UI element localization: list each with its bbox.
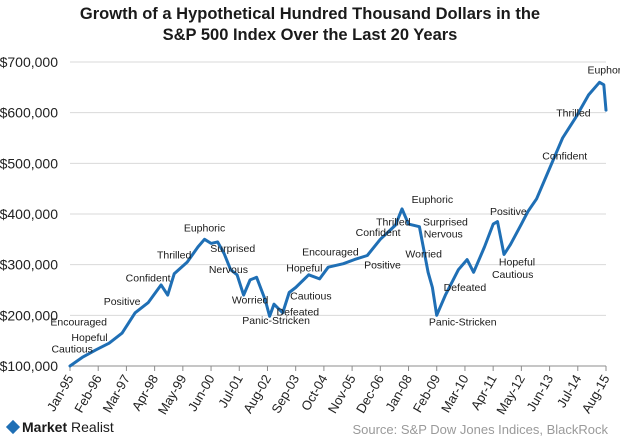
sentiment-label: Nervous xyxy=(209,264,248,276)
sentiment-annotations: CautiousHopefulEncouragedPositiveConfide… xyxy=(50,65,620,356)
y-tick-label: $600,000 xyxy=(0,105,58,121)
sentiment-label: Confident xyxy=(126,272,171,284)
y-axis-tick-labels: $100,000 $200,000 $300,000 $400,000 $500,000… xyxy=(0,54,58,374)
sentiment-label: Confident xyxy=(542,150,587,162)
sentiment-label: Cautious xyxy=(51,343,92,355)
x-axis xyxy=(69,365,607,371)
market-realist-logo: Market Realist xyxy=(5,419,114,435)
chart-title-line2: S&P 500 Index Over the Last 20 Years xyxy=(162,26,458,44)
x-tick-label: Mar-97 xyxy=(99,372,133,415)
sentiment-label: Worried xyxy=(232,295,269,307)
y-tick-label: $200,000 xyxy=(0,307,58,323)
x-tick-label: Sep-03 xyxy=(268,372,302,416)
sentiment-label: Euphoric xyxy=(184,223,225,235)
x-tick-label: May-99 xyxy=(155,372,190,417)
y-tick-label: $400,000 xyxy=(0,206,58,222)
x-tick-label: Mar-10 xyxy=(438,372,472,415)
x-tick-label: Dec-06 xyxy=(353,372,387,416)
x-axis-tick-labels: Jan-95Feb-96Mar-97Apr-98May-99Jun-00Jul-… xyxy=(44,372,613,417)
x-tick-label: Jun-00 xyxy=(185,372,218,414)
y-tick-label: $500,000 xyxy=(0,155,58,171)
brand-name-part1: Market xyxy=(22,419,68,435)
sentiment-label: Defeated xyxy=(277,306,320,318)
source-note: Source: S&P Dow Jones Indices, BlackRock xyxy=(352,422,608,437)
sentiment-label: Cautious xyxy=(290,291,331,303)
sentiment-label: Confident xyxy=(356,227,401,239)
gridlines xyxy=(70,61,606,316)
sentiment-label: Encouraged xyxy=(50,316,107,328)
sentiment-label: Worried xyxy=(405,249,442,261)
chart-title-line1: Growth of a Hypothetical Hundred Thousan… xyxy=(79,5,541,23)
y-tick-label: $100,000 xyxy=(0,358,58,374)
y-tick-label: $300,000 xyxy=(0,257,58,273)
sentiment-label: Positive xyxy=(490,206,527,218)
sentiment-label: Panic-Stricken xyxy=(429,316,497,328)
sentiment-label: Nervous xyxy=(424,228,463,240)
sentiment-label: Euphoric xyxy=(587,65,620,77)
sentiment-label: Hopeful xyxy=(499,257,535,269)
brand-name-part2: Realist xyxy=(67,419,114,435)
x-tick-label: Jun-13 xyxy=(523,372,556,414)
x-tick-label: Aug-15 xyxy=(579,372,613,416)
sentiment-label: Defeated xyxy=(444,282,487,294)
brand-diamond-icon xyxy=(5,420,21,435)
sentiment-label: Thrilled xyxy=(157,250,192,262)
series-line-group xyxy=(68,80,608,368)
y-tick-label: $700,000 xyxy=(0,54,58,70)
chart-title: Growth of a Hypothetical Hundred Thousan… xyxy=(0,4,620,46)
sentiment-label: Positive xyxy=(364,260,401,272)
sentiment-label: Surprised xyxy=(210,243,255,255)
sentiment-label: Hopeful xyxy=(286,262,322,274)
sentiment-label: Hopeful xyxy=(71,332,107,344)
sentiment-label: Thrilled xyxy=(556,108,591,120)
sentiment-label: Euphoric xyxy=(412,194,453,206)
sentiment-label: Encouraged xyxy=(302,247,359,259)
series-line xyxy=(68,80,608,368)
sentiment-label: Panic-Stricken xyxy=(242,315,310,327)
sentiment-label: Surprised xyxy=(423,217,468,229)
sentiment-label: Thrilled xyxy=(376,217,411,229)
sentiment-label: Positive xyxy=(104,296,141,308)
sentiment-label: Cautious xyxy=(492,269,533,281)
